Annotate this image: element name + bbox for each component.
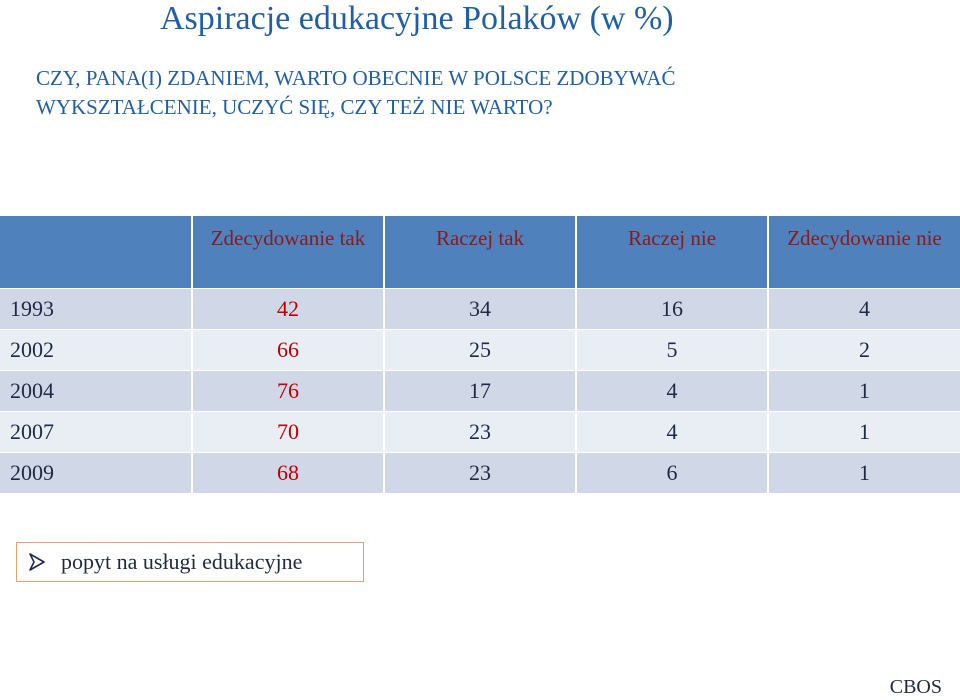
note-text: popyt na usługi edukacyjne <box>61 549 303 574</box>
year-cell: 2004 <box>0 369 193 411</box>
value-cell: 42 <box>192 287 385 329</box>
year-cell: 2009 <box>0 451 193 493</box>
note-box: popyt na usługi edukacyjne <box>16 542 364 582</box>
value-cell: 23 <box>384 410 577 452</box>
header-raczej-tak: Raczej tak <box>384 216 577 288</box>
value-cell: 6 <box>576 451 769 493</box>
question-line-1: CZY, PANA(I) ZDANIEM, WARTO OBECNIE W PO… <box>36 66 676 90</box>
source-label: CBOS <box>889 676 942 698</box>
value-cell: 25 <box>384 328 577 370</box>
value-cell: 16 <box>576 287 769 329</box>
header-empty-cell <box>0 216 193 288</box>
value-cell: 4 <box>576 369 769 411</box>
table-row: 2004 76 17 4 1 <box>0 369 960 411</box>
value-cell: 70 <box>192 410 385 452</box>
value-cell: 34 <box>384 287 577 329</box>
year-cell: 1993 <box>0 287 193 329</box>
table-row: 1993 42 34 16 4 <box>0 287 960 329</box>
value-cell: 1 <box>768 451 960 493</box>
value-cell: 76 <box>192 369 385 411</box>
table-row: 2007 70 23 4 1 <box>0 410 960 452</box>
survey-question: CZY, PANA(I) ZDANIEM, WARTO OBECNIE W PO… <box>36 64 675 122</box>
value-cell: 17 <box>384 369 577 411</box>
results-table: Zdecydowanie tak Raczej tak Raczej nie Z… <box>0 216 960 493</box>
value-cell: 23 <box>384 451 577 493</box>
value-cell: 66 <box>192 328 385 370</box>
arrow-bullet-icon <box>27 552 47 572</box>
table-row: 2009 68 23 6 1 <box>0 451 960 493</box>
value-cell: 4 <box>768 287 960 329</box>
header-zdecydowanie-nie: Zdecydowanie nie <box>768 216 960 288</box>
header-raczej-nie: Raczej nie <box>576 216 769 288</box>
page-title: Aspiracje edukacyjne Polaków (w %) <box>160 0 674 37</box>
year-cell: 2002 <box>0 328 193 370</box>
value-cell: 5 <box>576 328 769 370</box>
value-cell: 1 <box>768 369 960 411</box>
value-cell: 2 <box>768 328 960 370</box>
value-cell: 4 <box>576 410 769 452</box>
value-cell: 68 <box>192 451 385 493</box>
table-header-row: Zdecydowanie tak Raczej tak Raczej nie Z… <box>0 216 960 288</box>
table-row: 2002 66 25 5 2 <box>0 328 960 370</box>
question-line-2: WYKSZTAŁCENIE, UCZYĆ SIĘ, CZY TEŻ NIE WA… <box>36 95 553 119</box>
header-zdecydowanie-tak: Zdecydowanie tak <box>192 216 385 288</box>
value-cell: 1 <box>768 410 960 452</box>
year-cell: 2007 <box>0 410 193 452</box>
